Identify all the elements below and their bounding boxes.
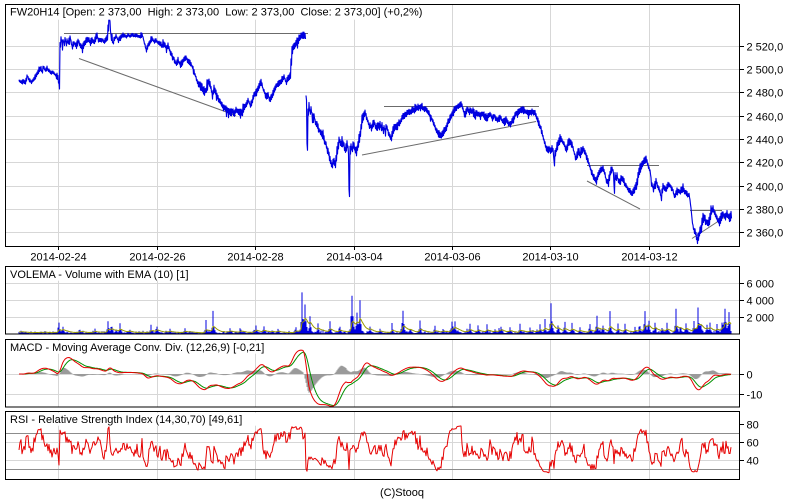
svg-text:FW20H14 [Open: 2 373,00 High:: FW20H14 [Open: 2 373,00 High: 2 373,00 L… [10,7,422,19]
svg-text:2014-03-12: 2014-03-12 [621,252,677,264]
svg-text:2014-02-28: 2014-02-28 [227,252,283,264]
svg-text:VOLEMA - Volume with EMA (10): VOLEMA - Volume with EMA (10) [1] [10,269,189,281]
svg-text:2 000: 2 000 [747,312,775,324]
svg-text:RSI - Relative Strength Index: RSI - Relative Strength Index (14,30,70)… [10,414,242,426]
svg-text:80: 80 [747,419,759,431]
svg-text:40: 40 [747,455,759,467]
svg-text:2 360,0: 2 360,0 [747,227,784,239]
svg-text:2 420,0: 2 420,0 [747,157,784,169]
svg-text:MACD - Moving Average Conv. Di: MACD - Moving Average Conv. Div. (12,26,… [10,342,264,354]
svg-text:60: 60 [747,437,759,449]
svg-text:2014-03-04: 2014-03-04 [326,252,382,264]
svg-text:2 500,0: 2 500,0 [747,64,784,76]
svg-text:4 000: 4 000 [747,295,775,307]
svg-text:2014-03-10: 2014-03-10 [522,252,578,264]
svg-text:2 480,0: 2 480,0 [747,87,784,99]
svg-text:2 520,0: 2 520,0 [747,41,784,53]
svg-text:2014-02-26: 2014-02-26 [129,252,185,264]
svg-text:-10: -10 [747,389,763,401]
svg-text:2 440,0: 2 440,0 [747,134,784,146]
svg-text:2 460,0: 2 460,0 [747,111,784,123]
svg-text:2014-02-24: 2014-02-24 [30,252,86,264]
svg-text:0: 0 [747,369,753,381]
svg-text:(C)Stooq: (C)Stooq [380,487,424,499]
svg-text:6 000: 6 000 [747,278,775,290]
svg-text:2014-03-06: 2014-03-06 [424,252,480,264]
svg-text:2 400,0: 2 400,0 [747,181,784,193]
svg-text:2 380,0: 2 380,0 [747,204,784,216]
